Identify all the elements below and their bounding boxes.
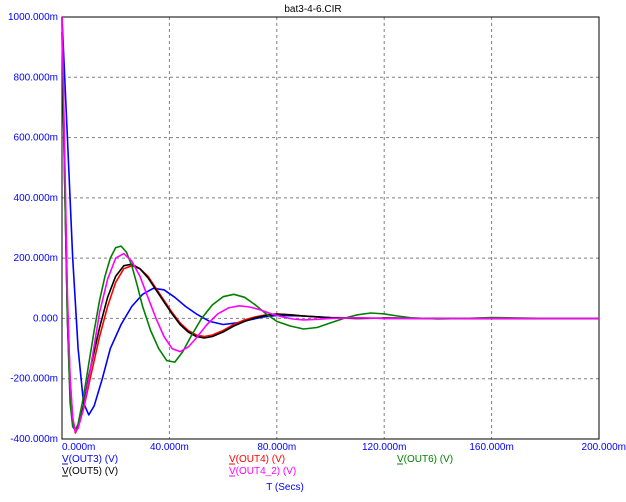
chart-title: bat3-4-6.CIR xyxy=(284,4,341,15)
y-tick-label: 1000.000m xyxy=(8,12,58,23)
y-tick-label: 800.000m xyxy=(14,72,58,83)
legend-item: V(OUT4_2) (V) xyxy=(229,466,296,477)
x-tick-label: 120.000m xyxy=(362,442,406,453)
series-line-2 xyxy=(61,32,599,431)
series-line-1 xyxy=(61,16,599,434)
legend-item: V(OUT5) (V) xyxy=(62,466,118,477)
y-axis-ticks: -400.000m -200.000m 0.000 200.000m 400.000m 6… xyxy=(8,12,58,445)
series-line-0 xyxy=(61,16,599,416)
x-tick-label: 0.000m xyxy=(62,442,95,453)
x-tick-label: 40.000m xyxy=(150,442,189,453)
series-lines xyxy=(61,16,599,434)
grid xyxy=(62,17,599,439)
x-tick-label: 200.000m xyxy=(582,442,626,453)
x-tick-label: 160.000m xyxy=(469,442,513,453)
y-tick-label: 600.000m xyxy=(14,133,58,144)
x-axis-label: T (Secs) xyxy=(266,482,304,493)
y-tick-label: -400.000m xyxy=(10,434,58,445)
x-tick-label: 80.000m xyxy=(257,442,296,453)
legend-item: V(OUT3) (V) xyxy=(62,454,118,465)
legend-item: V(OUT6) (V) xyxy=(397,454,453,465)
y-tick-label: 400.000m xyxy=(14,193,58,204)
legend-item: V(OUT4) (V) xyxy=(229,454,285,465)
x-axis-ticks: 0.000m 40.000m 80.000m 120.000m 160.000m 200.… xyxy=(62,442,626,453)
y-tick-label: 200.000m xyxy=(14,253,58,264)
y-tick-label: -200.000m xyxy=(10,374,58,385)
y-tick-label: 0.000 xyxy=(33,313,58,324)
plot-frame xyxy=(61,16,600,440)
legend: V(OUT3) (V) V(OUT4) (V) V(OUT6) (V) V(OUT5)… xyxy=(62,454,453,477)
series-line-3 xyxy=(61,22,599,431)
series-line-4 xyxy=(61,16,599,433)
